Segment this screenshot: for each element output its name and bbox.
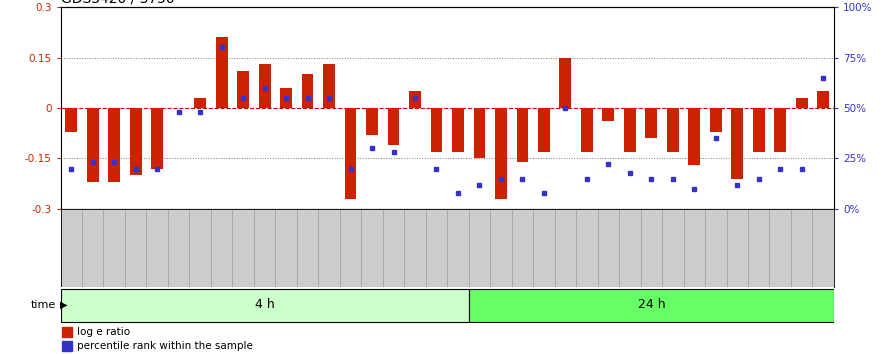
Bar: [726, 209, 748, 287]
Bar: [425, 209, 448, 287]
Bar: [817, 91, 829, 108]
Bar: [404, 209, 425, 287]
Bar: [323, 64, 335, 108]
Bar: [581, 108, 593, 152]
Bar: [259, 64, 271, 108]
Bar: [65, 108, 77, 131]
Bar: [302, 74, 313, 108]
Bar: [490, 209, 512, 287]
Text: 4 h: 4 h: [255, 298, 274, 311]
Bar: [667, 108, 679, 152]
Bar: [753, 108, 765, 152]
Bar: [473, 108, 485, 158]
Bar: [431, 108, 442, 152]
Bar: [383, 209, 404, 287]
Bar: [215, 37, 228, 108]
Bar: [366, 108, 378, 135]
Bar: [275, 209, 297, 287]
Bar: [280, 88, 292, 108]
Bar: [409, 91, 421, 108]
Bar: [109, 108, 120, 182]
Bar: [512, 209, 533, 287]
Text: percentile rank within the sample: percentile rank within the sample: [77, 342, 253, 352]
Bar: [597, 209, 619, 287]
Bar: [194, 98, 206, 108]
Bar: [662, 209, 684, 287]
Bar: [538, 108, 550, 152]
Bar: [232, 209, 254, 287]
Bar: [533, 209, 554, 287]
Bar: [448, 209, 469, 287]
Bar: [130, 108, 142, 175]
Text: time: time: [31, 299, 56, 310]
Bar: [340, 209, 361, 287]
Bar: [774, 108, 786, 152]
Bar: [238, 71, 249, 108]
Bar: [603, 108, 614, 121]
Bar: [168, 209, 190, 287]
Bar: [705, 209, 726, 287]
Bar: [710, 108, 722, 131]
Bar: [641, 209, 662, 287]
Bar: [684, 209, 705, 287]
Bar: [151, 108, 163, 169]
Text: GDS3420 / 3750: GDS3420 / 3750: [61, 0, 174, 6]
Bar: [619, 209, 641, 287]
Bar: [748, 209, 770, 287]
Text: log e ratio: log e ratio: [77, 327, 130, 337]
Bar: [452, 108, 464, 152]
Bar: [254, 209, 275, 287]
Bar: [61, 289, 469, 322]
Bar: [770, 209, 791, 287]
Bar: [813, 209, 834, 287]
Bar: [297, 209, 319, 287]
Bar: [688, 108, 700, 165]
Bar: [103, 209, 125, 287]
Bar: [125, 209, 147, 287]
Bar: [211, 209, 232, 287]
Bar: [344, 108, 357, 199]
Bar: [495, 108, 506, 199]
Bar: [62, 341, 72, 351]
Bar: [190, 209, 211, 287]
Bar: [87, 108, 99, 182]
Bar: [645, 108, 657, 138]
Bar: [469, 289, 834, 322]
Bar: [732, 108, 743, 178]
Bar: [82, 209, 103, 287]
Bar: [388, 108, 400, 145]
Bar: [576, 209, 597, 287]
Bar: [319, 209, 340, 287]
Bar: [560, 57, 571, 108]
Text: ▶: ▶: [60, 299, 67, 310]
Bar: [61, 209, 82, 287]
Bar: [469, 209, 490, 287]
Bar: [62, 327, 72, 337]
Bar: [516, 108, 529, 162]
Bar: [554, 209, 576, 287]
Text: 24 h: 24 h: [637, 298, 665, 311]
Bar: [791, 209, 813, 287]
Bar: [361, 209, 383, 287]
Bar: [147, 209, 168, 287]
Bar: [624, 108, 635, 152]
Bar: [796, 98, 807, 108]
